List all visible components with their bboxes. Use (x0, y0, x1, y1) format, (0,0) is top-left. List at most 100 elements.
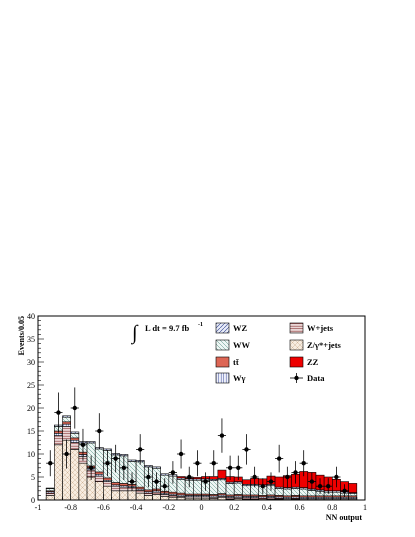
bar-segment (143, 465, 153, 468)
x-tick-label: -1 (35, 503, 42, 512)
data-point (219, 433, 225, 438)
legend-label: ZZ (307, 357, 319, 367)
bar-segment (94, 471, 104, 475)
data-point (146, 474, 151, 480)
data-point (293, 470, 298, 475)
bar-segment (94, 481, 104, 501)
x-tick-label: -0.2 (162, 503, 175, 512)
bar-segment (62, 416, 72, 423)
legend-swatch (289, 322, 304, 334)
legend-label: tt̄ (233, 357, 239, 367)
bar-segment (78, 462, 88, 501)
bar-segment (86, 476, 96, 501)
data-point (211, 461, 216, 466)
data-point (170, 470, 176, 475)
bar-segment (127, 490, 137, 501)
bar-segment (152, 466, 161, 469)
data-point (301, 461, 306, 466)
bar-segment (233, 482, 243, 495)
bar-segment (103, 485, 112, 501)
data-point (64, 451, 69, 457)
bar-segment (54, 435, 63, 446)
bar-segment (152, 494, 161, 501)
bar-segment (111, 490, 121, 501)
data-point (334, 474, 339, 480)
integral-symbol: ∫ (130, 322, 139, 345)
legend-marker (294, 375, 299, 381)
data-point (178, 451, 184, 457)
luminosity-annotation: ∫ L dt = 9.7 fb -1 (130, 322, 203, 345)
bar-segment (45, 488, 55, 492)
bar-segment (274, 488, 284, 496)
x-tick-label: 0.6 (295, 503, 305, 512)
data-point (326, 484, 331, 489)
bar-segment (209, 480, 219, 495)
bar-segment (217, 479, 227, 494)
bar-segment (274, 476, 284, 488)
data-point (236, 465, 241, 470)
bar-segment (143, 492, 153, 496)
data-point (72, 405, 77, 411)
data-point (154, 479, 159, 484)
data-point (97, 428, 102, 434)
legend-label: WZ (233, 323, 248, 333)
histogram-stack (45, 415, 358, 501)
legend-label: Z/γ*+jets (307, 340, 342, 350)
data-point (137, 447, 143, 452)
data-points (46, 387, 349, 498)
y-tick-label: 10 (27, 450, 35, 459)
bar-segment (45, 495, 55, 501)
bar-segment (331, 491, 341, 497)
bar-segment (70, 432, 80, 439)
legend-label: WW (233, 340, 251, 350)
bar-segment (209, 476, 219, 480)
bar-segment (111, 482, 121, 486)
data-point (203, 479, 208, 484)
bar-segment (62, 415, 72, 418)
bar-segment (225, 483, 235, 496)
bar-segment (299, 488, 309, 497)
legend-label: Wγ (233, 373, 246, 383)
legend-label: Data (307, 373, 325, 383)
bar-segment (62, 423, 72, 427)
x-tick-label: -0.6 (97, 503, 110, 512)
y-tick-label: 35 (27, 335, 35, 344)
bar-segment (70, 439, 80, 443)
data-point (129, 479, 135, 484)
data-point (105, 461, 110, 466)
data-point (309, 479, 315, 484)
bar-segment (86, 441, 96, 444)
bar-segment (103, 481, 112, 487)
data-point (285, 474, 290, 480)
bar-segment (217, 469, 227, 479)
data-point (252, 474, 257, 480)
bar-segment (45, 492, 55, 496)
data-point (48, 461, 53, 466)
legend-swatch (215, 322, 230, 334)
y-tick-label: 20 (27, 404, 35, 413)
bar-segment (291, 488, 300, 496)
bar-segment (119, 486, 129, 492)
legend-swatch (289, 339, 304, 351)
y-tick-label: 25 (27, 381, 35, 390)
bar-segment (160, 496, 170, 501)
bar-segment (143, 495, 153, 501)
x-tick-label: 0 (200, 503, 204, 512)
bar-segment (135, 492, 145, 501)
bar-segment (193, 479, 202, 495)
bar-segment (176, 476, 186, 479)
y-tick-label: 5 (31, 473, 35, 482)
data-point (227, 465, 233, 470)
bar-segment (135, 461, 145, 488)
bar-segment (94, 448, 104, 473)
bar-segment (62, 421, 72, 425)
data-point (56, 410, 61, 415)
y-tick-label: 40 (27, 312, 35, 321)
luminosity-label: L dt = 9.7 fb (145, 323, 190, 333)
y-tick-label: 15 (27, 427, 35, 436)
data-point (276, 456, 282, 461)
y-axis: 0 5 10 15 20 25 30 35 40 (27, 312, 44, 505)
data-point (121, 465, 127, 470)
data-point (113, 456, 118, 461)
